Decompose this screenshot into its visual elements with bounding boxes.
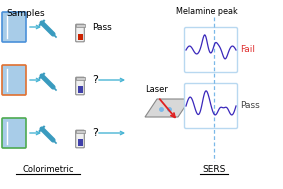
Text: Pass: Pass xyxy=(92,22,112,32)
Text: ?: ? xyxy=(92,128,98,138)
FancyBboxPatch shape xyxy=(76,24,84,42)
Text: Fail: Fail xyxy=(240,46,255,54)
Text: Pass: Pass xyxy=(240,101,260,111)
FancyBboxPatch shape xyxy=(185,28,237,73)
Text: Colorimetric: Colorimetric xyxy=(22,164,74,174)
Bar xyxy=(76,130,85,133)
Text: Laser: Laser xyxy=(145,84,168,94)
Bar xyxy=(78,139,83,146)
FancyBboxPatch shape xyxy=(2,65,26,95)
FancyBboxPatch shape xyxy=(185,84,237,129)
Text: Melamine peak: Melamine peak xyxy=(176,6,238,15)
Text: Samples: Samples xyxy=(6,9,45,18)
FancyBboxPatch shape xyxy=(2,12,26,42)
Bar xyxy=(78,86,83,93)
FancyBboxPatch shape xyxy=(76,130,84,148)
FancyBboxPatch shape xyxy=(2,118,26,148)
Text: ?: ? xyxy=(92,75,98,85)
Bar xyxy=(76,24,85,27)
Bar xyxy=(78,34,83,40)
Bar xyxy=(76,77,85,80)
Polygon shape xyxy=(145,99,190,117)
Text: SERS: SERS xyxy=(202,164,226,174)
FancyBboxPatch shape xyxy=(76,77,84,95)
